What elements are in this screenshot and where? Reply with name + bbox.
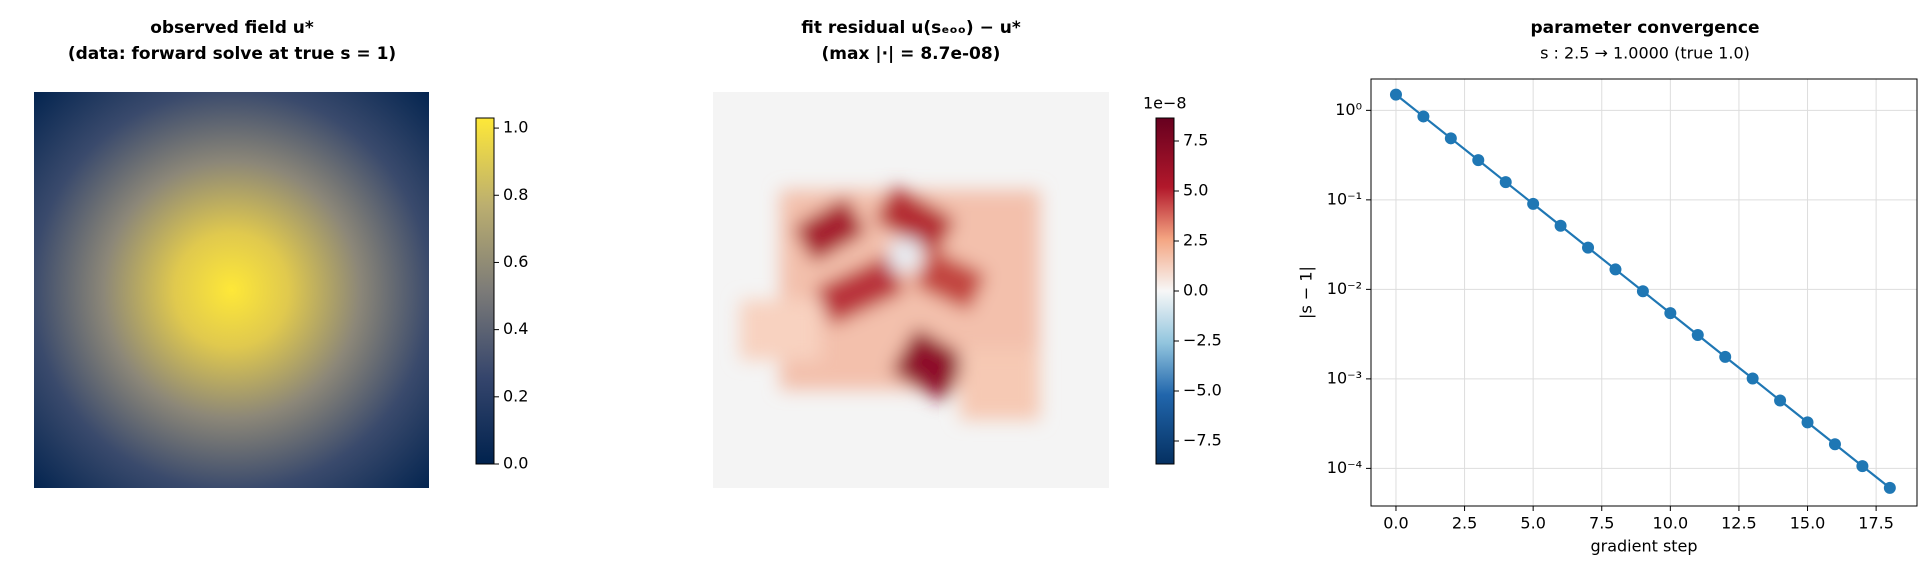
field-image	[34, 92, 429, 488]
x-tick-label: 10.0	[1653, 514, 1689, 533]
chart-title: fit residual u(sₑₒₒ) − u*	[801, 18, 1021, 38]
point	[1417, 110, 1430, 123]
colorbar-tick-label: 0.4	[503, 319, 528, 338]
colorbar	[475, 117, 495, 465]
point	[1664, 307, 1677, 320]
chart-subtitle: s : 2.5 → 1.0000 (true 1.0)	[1540, 44, 1750, 63]
colorbar-tick-label: 1.0	[503, 118, 528, 137]
colorbar-tick-label: −2.5	[1183, 331, 1222, 350]
y-axis-label: |s − 1|	[1297, 266, 1316, 319]
colorbar-tick-label: 0.0	[1183, 281, 1208, 300]
x-tick-label: 17.5	[1858, 514, 1894, 533]
point	[1746, 372, 1759, 385]
colorbar-offset: 1e−8	[1143, 94, 1187, 113]
chart-subtitle: (max |·| = 8.7e-08)	[822, 44, 1001, 64]
colorbar-tick-label: 0.8	[503, 185, 528, 204]
point	[1691, 329, 1704, 342]
point	[1554, 219, 1567, 232]
y-tick-label: 10⁻¹	[1327, 189, 1362, 208]
chart-title: parameter convergence	[1531, 18, 1760, 38]
point	[1801, 416, 1814, 429]
x-tick-label: 7.5	[1589, 514, 1614, 533]
point	[1499, 176, 1512, 189]
colorbar-tick-label: 0.0	[503, 454, 528, 473]
colorbar-tick-label: 5.0	[1183, 181, 1208, 200]
colorbar-tick-label: −7.5	[1183, 431, 1222, 450]
chart-subtitle: (data: forward solve at true s = 1)	[68, 44, 396, 64]
point	[1444, 132, 1457, 145]
point	[1582, 241, 1595, 254]
point	[1609, 263, 1622, 276]
point	[1828, 438, 1841, 451]
colorbar-tick-label: −5.0	[1183, 381, 1222, 400]
colorbar-tick-label: 2.5	[1183, 231, 1208, 250]
y-tick-label: 10⁻³	[1327, 368, 1362, 387]
colorbar-tick-label: 0.6	[503, 252, 528, 271]
point	[1856, 460, 1869, 473]
point	[1636, 285, 1649, 298]
chart-title: observed field u*	[150, 18, 314, 38]
plot-frame	[1370, 78, 1918, 507]
point	[1472, 154, 1485, 167]
x-tick-label: 2.5	[1452, 514, 1477, 533]
colorbar-tick-label: 0.2	[503, 386, 528, 405]
point	[1527, 197, 1540, 210]
point	[1883, 481, 1896, 494]
x-tick-label: 15.0	[1790, 514, 1826, 533]
point	[1719, 350, 1732, 363]
residual-pattern	[740, 185, 1040, 420]
point	[1774, 394, 1787, 407]
y-tick-label: 10⁰	[1335, 100, 1362, 119]
colorbar-tick-label: 7.5	[1183, 131, 1208, 150]
colorbar	[1155, 117, 1175, 465]
point	[1389, 88, 1402, 101]
x-tick-label: 5.0	[1520, 514, 1545, 533]
x-tick-label: 0.0	[1383, 514, 1408, 533]
y-tick-label: 10⁻⁴	[1327, 458, 1362, 477]
x-tick-label: 12.5	[1721, 514, 1757, 533]
x-axis-label: gradient step	[1590, 537, 1697, 556]
y-tick-label: 10⁻²	[1327, 279, 1362, 298]
